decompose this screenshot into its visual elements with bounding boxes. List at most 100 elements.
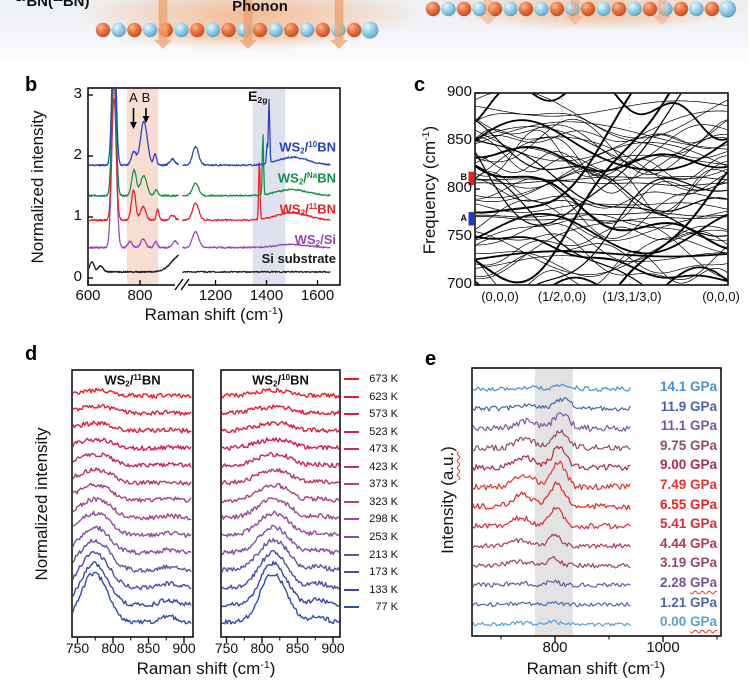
atom-blue (658, 1, 673, 17)
panel-b-ylabel: Normalized intensity (28, 110, 47, 264)
atom-orange (425, 1, 441, 17)
label-segment: Raman shift (cm (136, 659, 261, 678)
polygon-shape (239, 40, 257, 49)
atom-blue (627, 1, 642, 17)
spectrum-curve (475, 121, 728, 150)
panel-a-phonon-label: Phonon (232, 0, 288, 15)
panel-d-ylabel: Normalized intensity (32, 427, 51, 581)
polygon-shape (330, 40, 348, 49)
spectrum-curve (475, 178, 728, 239)
phonon-arrow (239, 0, 257, 49)
spectrum-curve (475, 212, 728, 218)
spectrum-curve (182, 98, 331, 167)
spectrum-curve (475, 93, 682, 226)
spectrum-curve (222, 573, 339, 625)
spectrum-curve (475, 93, 728, 139)
spectrum-curve (475, 250, 728, 261)
panel-b-xlabel: Raman shift (cm-1) (94, 305, 334, 325)
spectrum-curve (475, 233, 728, 280)
spectrum-curve (473, 619, 631, 627)
spectrum-curve (475, 235, 728, 282)
polygon-shape (566, 16, 584, 25)
spectrum-curve (475, 118, 728, 163)
label-segment: -1 (260, 659, 270, 672)
spectrum-curve (475, 93, 633, 214)
label-segment: Raman shift (cm (526, 659, 651, 678)
spectrum-curve (475, 212, 728, 255)
atom-orange (127, 22, 142, 38)
spectrum-curve (222, 497, 339, 520)
spectrum-curve (473, 600, 631, 608)
spectrum-curve (89, 89, 179, 198)
spectrum-curve (73, 467, 192, 486)
phonon-arrow (154, 0, 172, 49)
panel-e-xlabel: Raman shift (cm-1) (476, 659, 716, 679)
spectrum-curve (473, 579, 631, 588)
panel-c-letter: c (414, 74, 426, 96)
atom-orange (487, 1, 503, 17)
label-segment: -1 (420, 131, 433, 141)
polygon-shape (479, 16, 497, 25)
atom-blue (174, 22, 189, 38)
phonon-arrow (479, 0, 497, 25)
spectrum-curve (222, 524, 339, 556)
atom-orange (315, 22, 330, 38)
atom-orange (673, 1, 689, 17)
panel-c-ylabel: Frequency (cm-1) (420, 85, 440, 295)
spectrum-curve (222, 437, 339, 451)
annotation-arrow-head (142, 116, 150, 123)
rect-shape (243, 0, 253, 40)
phonon-arrow (653, 0, 671, 25)
spectrum-curve (222, 468, 339, 486)
spectrum-curve (89, 89, 179, 167)
spectrum-curve (475, 266, 728, 285)
atom-orange (252, 22, 268, 38)
spectrum-curve (89, 254, 179, 274)
spectrum-curve (475, 165, 728, 250)
label-segment: 11 (53, 0, 63, 3)
spectrum-curve (473, 429, 631, 452)
spectrum-curve (73, 525, 192, 556)
panel-a-schematic (0, 0, 748, 62)
atom-blue (718, 0, 737, 18)
spectrum-curve (475, 171, 728, 224)
atom-blue (299, 22, 315, 38)
spectrum-curve (473, 506, 631, 530)
spectrum-curve (475, 164, 643, 285)
label-segment: BN) (62, 0, 90, 11)
spectrum-curve (222, 560, 339, 608)
spectrum-curve (73, 561, 192, 608)
spectrum-curve (475, 229, 728, 275)
spectrum-curve (89, 98, 179, 249)
rect-shape (158, 0, 168, 40)
atom-blue (142, 22, 158, 38)
highlight-band (535, 369, 573, 635)
atom-blue (268, 22, 283, 38)
polygon-shape (154, 40, 172, 49)
label-segment: ) (659, 659, 666, 678)
plot-frame (220, 369, 341, 638)
spectrum-curve (473, 445, 631, 471)
spectrum-curve (475, 118, 728, 175)
spectrum-curve (475, 222, 728, 262)
atom-blue (534, 1, 549, 17)
spectrum-curve (73, 510, 192, 538)
spectrum-curve (182, 230, 331, 249)
spectrum-curve (182, 162, 331, 222)
label-segment: ) (438, 446, 457, 452)
spectrum-curve (475, 176, 728, 181)
atom-orange (611, 1, 627, 17)
atom-orange (221, 22, 236, 38)
atom-orange (456, 1, 472, 17)
spectrum-curve (73, 437, 192, 452)
spectrum-curve (222, 483, 339, 504)
spectrum-curve (73, 420, 192, 434)
panel-d-xlabel: Raman shift (cm-1) (86, 659, 326, 679)
spectrum-curve (73, 387, 192, 399)
atom-blue (472, 1, 487, 17)
spectrum-curve (475, 119, 728, 194)
